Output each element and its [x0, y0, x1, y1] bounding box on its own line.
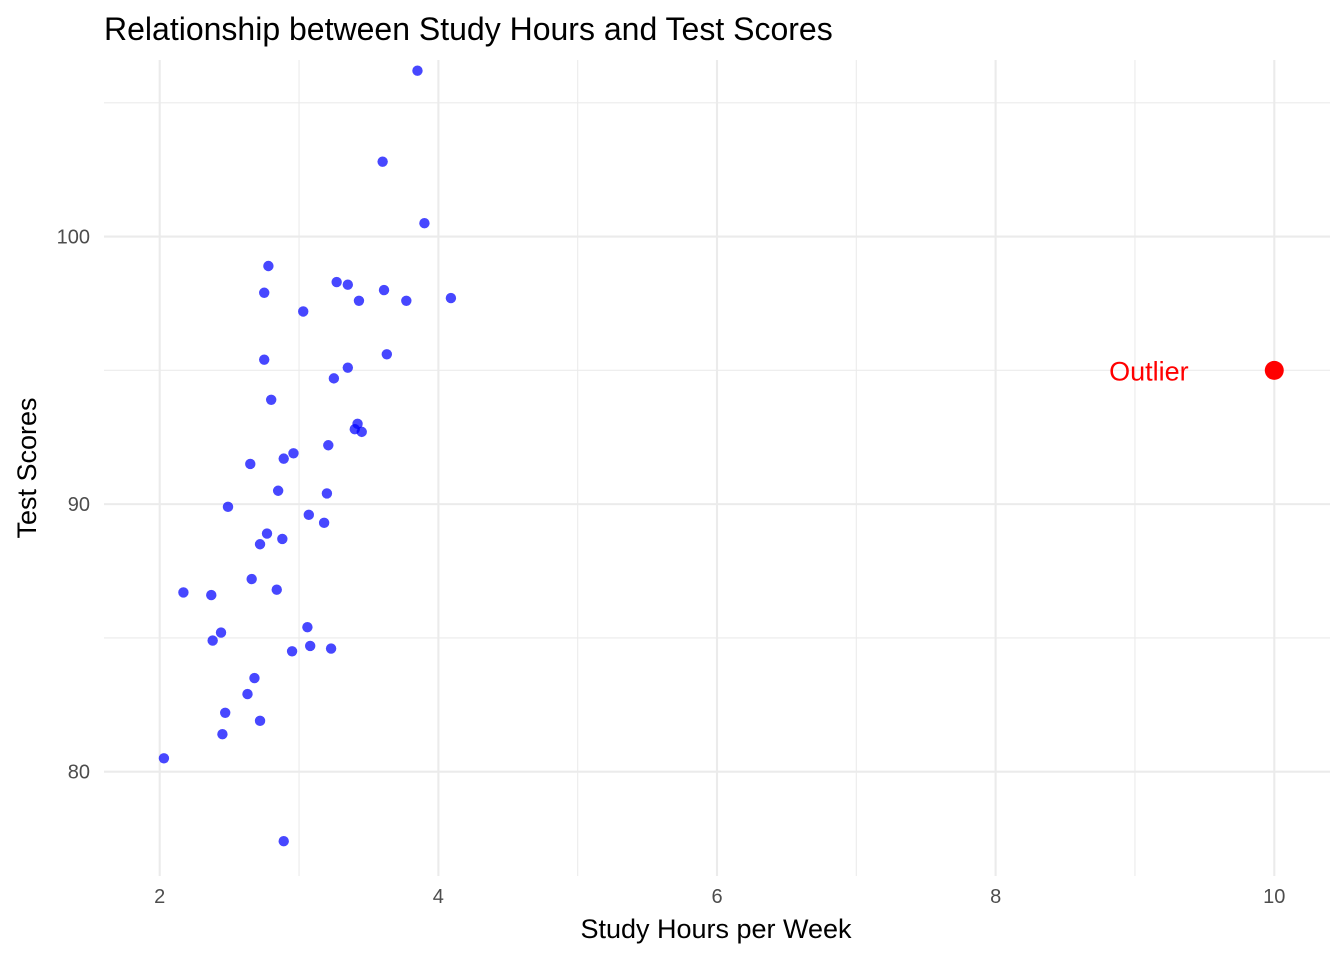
data-point [261, 528, 273, 539]
data-point [412, 65, 423, 76]
data-point [265, 394, 277, 405]
data-point [328, 373, 340, 384]
data-point [207, 635, 218, 646]
x-tick-label: 2 [154, 886, 165, 908]
data-point [286, 646, 298, 657]
data-point [318, 517, 330, 529]
annotations: Outlier [1109, 356, 1189, 386]
data-point [222, 501, 234, 512]
outlier-point [1264, 360, 1284, 380]
data-point [259, 287, 270, 298]
data-point [178, 587, 189, 598]
data-point [215, 627, 227, 638]
data-point [254, 715, 266, 727]
data-point [220, 707, 231, 718]
y-tick-label: 80 [68, 762, 90, 784]
data-point [242, 688, 253, 700]
y-axis-title: Test Scores [12, 397, 42, 538]
data-point [401, 295, 412, 306]
data-point [419, 218, 430, 229]
data-point [356, 426, 367, 438]
x-tick-label: 4 [433, 886, 444, 908]
x-axis-title: Study Hours per Week [580, 914, 852, 944]
data-point [377, 156, 388, 167]
x-axis-tick-labels: 2 4 6 8 10 [154, 886, 1285, 908]
data-point [325, 643, 337, 654]
data-point [331, 276, 342, 288]
major-gridlines [104, 60, 1330, 876]
data-point [249, 672, 260, 684]
data-point [378, 284, 390, 296]
x-tick-label: 10 [1263, 886, 1285, 908]
data-point [278, 836, 289, 847]
data-point [288, 448, 299, 459]
data-point [321, 488, 333, 499]
data-point [278, 453, 289, 464]
outlier-label: Outlier [1109, 356, 1189, 386]
data-point [445, 292, 457, 304]
y-tick-label: 90 [68, 494, 90, 516]
data-point [298, 306, 309, 317]
data-point [381, 349, 393, 360]
data-point [303, 509, 314, 521]
data-point [302, 621, 313, 633]
data-point [259, 354, 270, 365]
data-point [277, 533, 288, 545]
x-tick-label: 8 [990, 886, 1001, 908]
data-point [342, 362, 354, 373]
chart-title: Relationship between Study Hours and Tes… [104, 11, 833, 47]
data-point [158, 753, 170, 764]
data-point [342, 279, 354, 290]
data-point [323, 440, 334, 451]
y-tick-label: 100 [57, 227, 90, 249]
data-point [254, 539, 266, 550]
y-axis-tick-labels: 80 90 100 [57, 227, 90, 784]
data-point [272, 485, 284, 496]
data-point [304, 640, 316, 652]
x-tick-label: 6 [711, 886, 722, 908]
data-point [246, 573, 257, 585]
data-point [217, 729, 228, 740]
data-point [245, 458, 256, 470]
data-point [263, 260, 274, 272]
data-points [158, 65, 1284, 847]
data-point [353, 295, 365, 306]
data-point [271, 584, 282, 595]
data-point [206, 589, 217, 601]
